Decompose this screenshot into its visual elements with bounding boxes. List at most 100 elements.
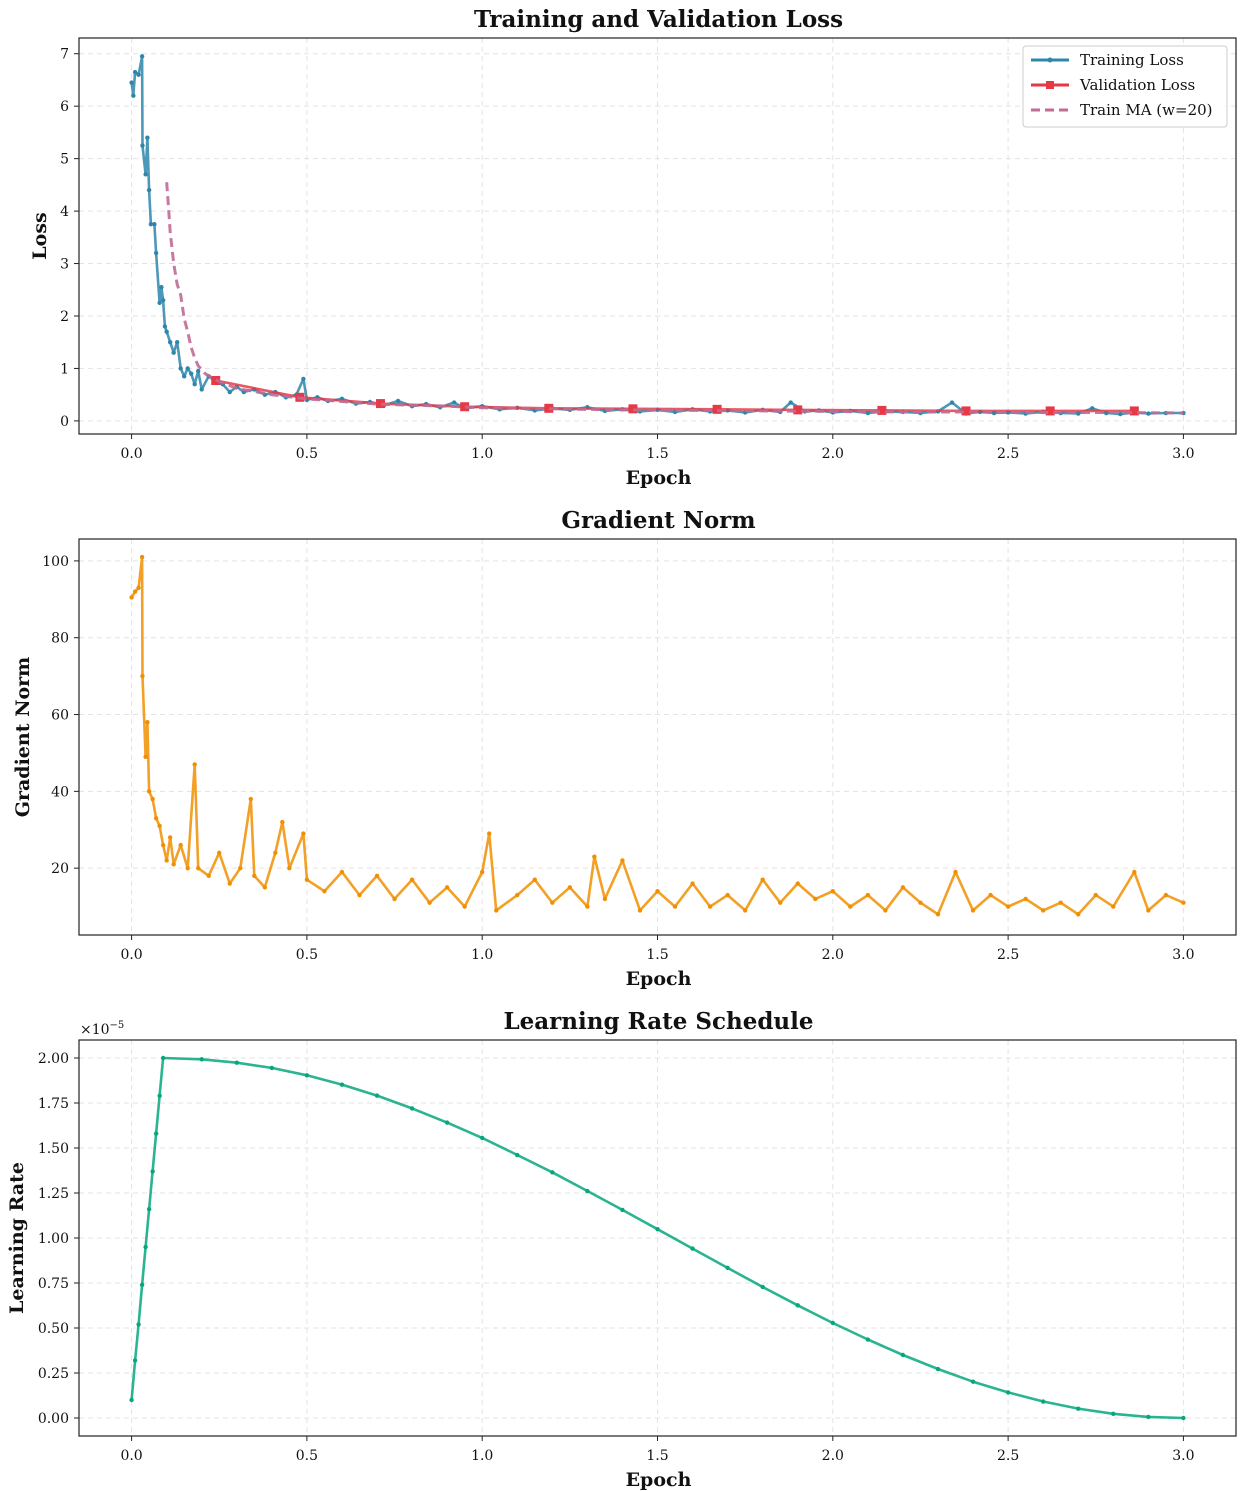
data-point	[146, 187, 152, 193]
data-point	[883, 908, 888, 913]
data-point	[1040, 1399, 1046, 1404]
series-line-2	[165, 182, 1184, 415]
data-point	[374, 1093, 380, 1098]
data-point	[877, 405, 887, 415]
chart-0: 0.0 0.5 1.0 1.5 2.0 2.5 3.0 0 1 2 3 4 5 6 7 Training an…	[29, 6, 1237, 489]
legend-frame	[1022, 45, 1228, 128]
data-point	[357, 892, 362, 898]
data-point	[227, 389, 232, 395]
x-tick-label: 2.5	[997, 446, 1019, 462]
data-point	[376, 399, 386, 409]
data-point	[1181, 900, 1186, 905]
data-point	[167, 340, 173, 345]
x-tick-label: 0.5	[296, 1448, 318, 1464]
y-tick-label: 60	[51, 708, 69, 724]
data-point	[153, 816, 159, 821]
data-point	[280, 819, 285, 825]
y-tick-label: 7	[60, 47, 69, 63]
data-point	[171, 862, 176, 867]
data-point	[479, 1135, 485, 1141]
y-tick-label: 2.00	[38, 1051, 69, 1067]
data-point	[1111, 1411, 1116, 1417]
data-point	[152, 221, 157, 227]
y-tick-label: 80	[51, 631, 69, 647]
data-point	[129, 595, 134, 600]
data-point	[248, 796, 253, 802]
data-point	[690, 881, 695, 886]
chart-title: Gradient Norm	[561, 507, 755, 534]
chart-2: 0.0 0.5 1.0 1.5 2.0 2.5 3.0 0.00 0.25 0.50 0.75 1.0…	[6, 1008, 1237, 1491]
data-point	[301, 376, 306, 382]
data-point	[707, 904, 713, 909]
data-point	[145, 135, 150, 140]
data-point	[742, 908, 748, 913]
data-point	[132, 589, 138, 594]
data-point	[690, 1246, 695, 1251]
data-point	[192, 381, 197, 387]
data-point	[139, 54, 145, 59]
data-point	[160, 1055, 166, 1061]
data-point	[778, 900, 783, 905]
data-point	[217, 850, 222, 856]
data-point	[444, 1120, 450, 1125]
data-point	[234, 1060, 239, 1065]
data-point	[515, 892, 520, 898]
y-tick-label: 40	[51, 784, 69, 800]
data-point	[157, 823, 162, 829]
data-point	[136, 72, 141, 77]
data-point	[322, 889, 327, 894]
offset-base: ×10	[80, 1022, 110, 1038]
x-tick-label: 2.5	[997, 1448, 1019, 1464]
y-tick-label: 1.25	[38, 1186, 69, 1202]
data-point	[830, 889, 836, 894]
data-point	[970, 1379, 976, 1384]
data-point	[129, 1397, 134, 1403]
legend-marker	[1047, 57, 1053, 63]
data-point	[848, 904, 853, 909]
data-point	[672, 904, 678, 909]
x-tick-label: 3.0	[1172, 1448, 1194, 1464]
data-point	[139, 1282, 145, 1288]
data-point	[132, 69, 138, 75]
chart-1: 0.0 0.5 1.0 1.5 2.0 2.5 3.0 20 40 60 80 100 Gradient…	[12, 507, 1237, 990]
data-point	[196, 368, 201, 374]
data-point	[136, 585, 141, 590]
data-point	[196, 865, 201, 871]
x-tick-label: 1.5	[646, 1448, 668, 1464]
legend-label-2: Train MA (w=20)	[1080, 101, 1213, 119]
data-point	[1163, 892, 1169, 898]
data-point	[620, 1207, 625, 1213]
data-point	[262, 885, 268, 890]
data-point	[550, 900, 555, 905]
y-axis-label: Gradient Norm	[12, 657, 34, 818]
x-tick-label: 0.0	[120, 1448, 142, 1464]
data-point	[160, 842, 166, 848]
x-tick-label: 0.5	[296, 947, 318, 963]
y-tick-label: 0	[60, 414, 69, 430]
data-point	[427, 900, 432, 905]
data-point	[409, 1106, 415, 1111]
data-point	[865, 410, 871, 416]
data-point	[592, 854, 597, 859]
data-point	[585, 1188, 590, 1194]
data-point	[131, 93, 136, 98]
data-point	[655, 889, 660, 894]
data-point	[1181, 1415, 1186, 1421]
y-tick-label: 0.50	[38, 1321, 69, 1337]
data-point	[567, 885, 573, 890]
data-point	[628, 404, 638, 414]
data-point	[374, 873, 380, 879]
data-point	[178, 366, 183, 371]
data-point	[132, 1358, 138, 1363]
data-point	[460, 402, 470, 412]
data-point	[813, 896, 818, 902]
x-tick-label: 3.0	[1172, 947, 1194, 963]
data-point	[167, 835, 173, 840]
x-axis-label: Epoch	[626, 467, 692, 489]
x-tick-label: 1.5	[646, 446, 668, 462]
data-point	[620, 858, 625, 863]
data-point	[451, 400, 457, 405]
data-point	[949, 400, 955, 405]
data-point	[830, 1320, 836, 1326]
